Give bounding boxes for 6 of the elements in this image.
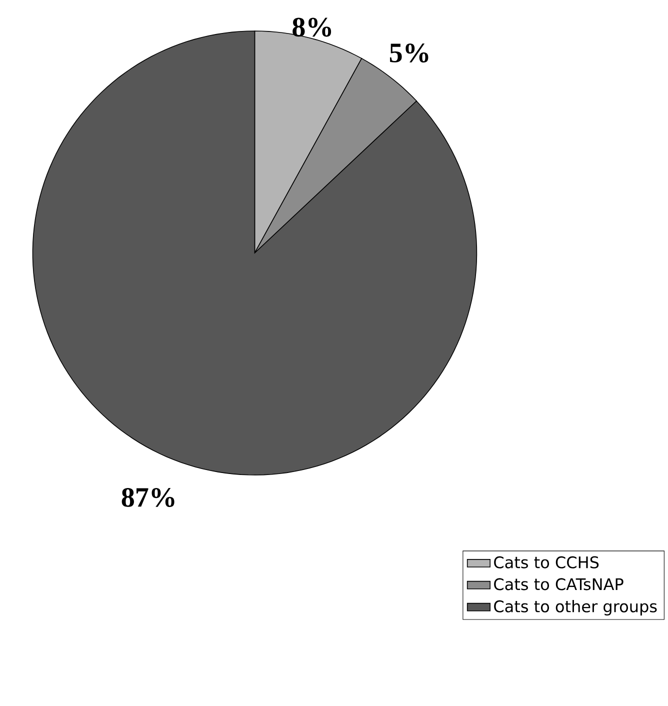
legend-label: Cats to CATsNAP <box>494 578 624 590</box>
legend-label: Cats to CCHS <box>494 556 599 568</box>
data-label: 5% <box>390 44 428 63</box>
legend-label: Cats to other groups <box>494 600 657 616</box>
data-label: 87% <box>122 488 174 507</box>
data-label: 8% <box>292 18 332 37</box>
